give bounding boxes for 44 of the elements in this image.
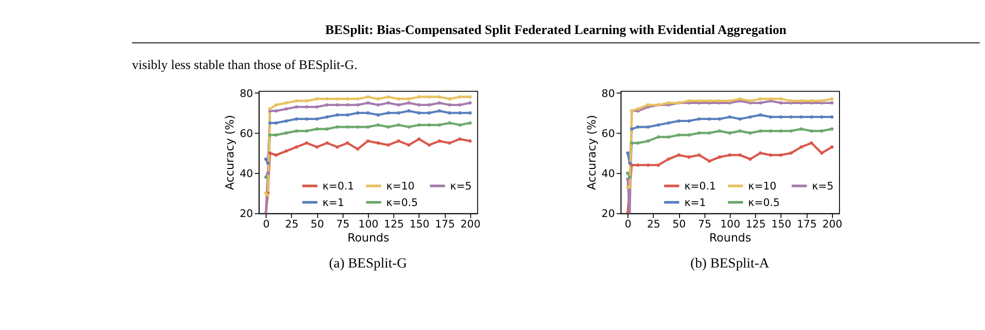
- y-tick-label: 20: [240, 208, 254, 220]
- x-tick-label: 175: [796, 218, 817, 231]
- y-tick-label: 80: [240, 88, 254, 100]
- x-tick-label: 200: [460, 218, 480, 231]
- y-tick-label: 40: [602, 168, 615, 180]
- text: (b) BESplit-A: [690, 256, 770, 272]
- y-tick-label: 60: [602, 128, 615, 140]
- y-tick-label: 20: [602, 208, 615, 220]
- legend-label: κ=1: [322, 196, 344, 209]
- text: BESplit: Bias-Compensated Split Federated Learning with Evidential Aggregation: [325, 22, 788, 38]
- y-axis-title: Accuracy (%): [584, 114, 598, 190]
- y-axis-title: Accuracy (%): [222, 114, 237, 190]
- x-tick-label: 150: [409, 218, 430, 231]
- x-tick-label: 50: [672, 218, 686, 231]
- x-tick-label: 125: [746, 218, 766, 231]
- y-tick-label: 40: [240, 168, 254, 180]
- x-axis-title: Rounds: [709, 230, 752, 245]
- x-tick-label: 0: [262, 218, 270, 231]
- x-axis-title: Rounds: [347, 230, 390, 245]
- legend-label: κ=0.1: [322, 180, 354, 192]
- y-tick-label: 60: [240, 128, 254, 140]
- legend-label: κ=0.5: [386, 196, 418, 209]
- x-tick-label: 0: [624, 218, 632, 231]
- x-tick-label: 100: [358, 218, 378, 231]
- legend-label: κ=5: [450, 180, 472, 192]
- x-tick-label: 75: [336, 218, 350, 231]
- text: (a) BESplit-G: [328, 256, 407, 272]
- x-tick-label: 175: [434, 218, 455, 231]
- legend-label: κ=10: [386, 180, 415, 192]
- x-tick-label: 75: [698, 218, 712, 231]
- legend-label: κ=0.5: [748, 196, 780, 209]
- x-tick-label: 200: [822, 218, 842, 231]
- legend-label: κ=5: [812, 180, 834, 192]
- x-tick-label: 25: [285, 218, 298, 231]
- legend-label: κ=10: [748, 180, 776, 192]
- x-tick-label: 125: [384, 218, 404, 231]
- text: visibly less stable than those of BESplit-G.: [132, 57, 358, 72]
- x-tick-label: 150: [771, 218, 792, 231]
- x-tick-label: 50: [310, 218, 324, 231]
- x-tick-label: 100: [720, 218, 740, 231]
- legend-label: κ=1: [684, 196, 706, 209]
- y-tick-label: 80: [602, 88, 615, 100]
- legend-label: κ=0.1: [684, 180, 716, 192]
- x-tick-label: 25: [646, 218, 660, 231]
